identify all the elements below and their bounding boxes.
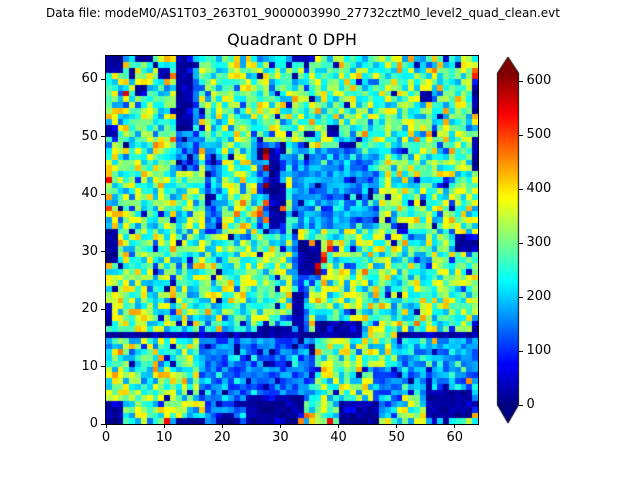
x-tick-mark	[338, 424, 339, 428]
y-tick-mark	[101, 136, 105, 137]
chart-title: Quadrant 0 DPH	[227, 30, 357, 49]
x-tick-label: 10	[155, 430, 173, 445]
colorbar-tick-label: 400	[526, 181, 552, 197]
colorbar-tick-label: 300	[526, 235, 552, 251]
colorbar-tick-label: 600	[526, 73, 552, 89]
x-tick-mark	[396, 424, 398, 428]
heatmap-plot-area	[105, 55, 479, 425]
colorbar-tick-label: 100	[526, 343, 552, 359]
y-tick-mark	[101, 308, 105, 310]
colorbar-tick-label: 0	[526, 397, 535, 412]
heatmap-canvas	[106, 56, 478, 424]
y-tick-mark	[101, 78, 105, 80]
data-file-label: Data file: modeM0/AS1T03_263T01_90000039…	[46, 6, 560, 20]
colorbar-tick-mark	[518, 188, 523, 190]
x-tick-label: 60	[446, 430, 464, 445]
y-tick-label: 20	[81, 301, 98, 316]
x-tick-label: 30	[272, 430, 289, 445]
x-tick-label: 0	[101, 430, 111, 445]
x-tick-mark	[163, 424, 165, 428]
y-tick-mark	[101, 423, 105, 425]
y-tick-label: 50	[81, 128, 98, 144]
colorbar-tick-label: 200	[526, 289, 552, 305]
colorbar-tick-mark	[518, 242, 523, 244]
x-tick-mark	[221, 424, 223, 428]
x-tick-label: 20	[213, 430, 231, 445]
colorbar	[496, 56, 520, 424]
x-tick-mark	[105, 424, 107, 428]
y-tick-label: 10	[81, 358, 98, 374]
y-tick-mark	[101, 366, 105, 367]
colorbar-tick-mark	[518, 134, 523, 136]
y-tick-label: 60	[81, 71, 98, 86]
x-tick-mark	[279, 424, 281, 428]
colorbar-tick-mark	[518, 350, 523, 352]
x-tick-label: 50	[388, 430, 405, 445]
colorbar-tick-mark	[518, 80, 523, 82]
x-tick-mark	[454, 424, 456, 428]
x-tick-label: 40	[330, 430, 347, 445]
y-tick-label: 40	[81, 186, 98, 201]
y-tick-label: 0	[89, 416, 98, 431]
y-tick-mark	[101, 193, 105, 195]
colorbar-tick-label: 500	[526, 127, 552, 143]
colorbar-tick-mark	[518, 296, 523, 298]
colorbar-tick-mark	[518, 404, 523, 406]
y-tick-mark	[101, 251, 105, 252]
y-tick-label: 30	[81, 243, 98, 259]
